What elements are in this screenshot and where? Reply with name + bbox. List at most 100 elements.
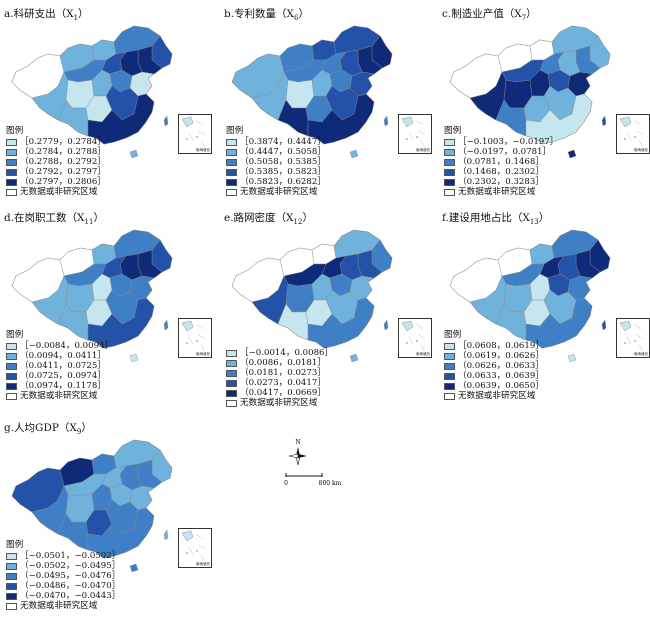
map-island — [383, 319, 389, 331]
legend-label: 无数据或非研究区域 — [458, 187, 536, 197]
legend-item: ［−0.0084，0.0094］ — [6, 341, 113, 351]
panel-title-subscript: 12 — [293, 218, 303, 227]
legend-title: 图例 — [226, 126, 244, 136]
legend-label: ［0.3874，0.4447］ — [240, 137, 326, 147]
legend-label: 无数据或非研究区域 — [20, 601, 98, 611]
panel-title-close: ） — [526, 8, 537, 20]
legend-swatch — [226, 138, 237, 146]
south-china-sea-inset: ·南海诸岛 — [178, 318, 212, 358]
legend-swatch — [6, 582, 17, 590]
map-region — [525, 297, 593, 349]
inset-label: ·南海诸岛 — [194, 352, 210, 356]
legend-label: （0.0626，0.0633］ — [458, 361, 544, 371]
legend-swatch — [6, 138, 17, 146]
legend-label: （−0.0495，−0.0476］ — [20, 571, 121, 581]
legend-label: （0.4447，0.5058］ — [240, 147, 326, 157]
panel-title-text: c.制造业产值（X — [442, 8, 522, 20]
legend-label: （0.0094，0.0411］ — [20, 351, 106, 361]
legend-swatch — [444, 352, 455, 360]
legend-item: （0.0626，0.0633］ — [444, 361, 544, 371]
legend-swatch — [444, 392, 455, 400]
legend-label: （−0.0502，−0.0495］ — [20, 561, 121, 571]
legend-label: 无数据或非研究区域 — [20, 391, 98, 401]
legend-label: （−0.0470，−0.0443］ — [20, 591, 121, 601]
legend-label: ［−0.1003，−0.0197］ — [458, 137, 559, 147]
legend-swatch — [6, 342, 17, 350]
legend-item: （0.0974，0.1178］ — [6, 381, 113, 391]
panel-title-subscript: 6 — [294, 14, 299, 23]
legend-swatch — [226, 178, 237, 186]
legend-swatch — [444, 138, 455, 146]
choropleth-map — [11, 25, 173, 159]
legend-label: （0.2784，0.2788］ — [20, 147, 106, 157]
panel-title: c.制造业产值（X7） — [442, 6, 537, 22]
legend-swatch — [444, 372, 455, 380]
legend-swatch — [226, 148, 237, 156]
panel-title-close: ） — [93, 212, 104, 224]
map-panel: b.专利数量（X6） ·南海诸岛 图例 ［0.3874，0.4447］ （0.4447，… — [222, 6, 434, 211]
panel-title-text: b.专利数量（X — [224, 8, 295, 20]
legend-label: （0.5058，0.5385］ — [240, 157, 326, 167]
legend-swatch — [6, 382, 17, 390]
legend-label: （0.1468，0.2302］ — [458, 167, 544, 177]
legend-item: （0.0619，0.0626］ — [444, 351, 544, 361]
legend-swatch — [6, 188, 17, 196]
legend-item: ［0.3874，0.4447］ — [226, 137, 326, 147]
legend-swatch — [226, 389, 237, 397]
legend-item: （0.0273，0.0417］ — [226, 378, 333, 388]
panel-title-close: ） — [78, 8, 89, 20]
legend-swatch — [444, 342, 455, 350]
legend-label: （0.5823，0.6282］ — [240, 177, 326, 187]
inset-label: ·南海诸岛 — [414, 148, 430, 152]
legend-label: （−0.0486，−0.0470］ — [20, 581, 121, 591]
legend-swatch — [6, 372, 17, 380]
legend-label: （0.0639，0.0650］ — [458, 381, 544, 391]
map-legend: 图例 ［−0.0501，−0.0502］ （−0.0502，−0.0495］ （−0.… — [6, 540, 120, 611]
legend-item: （0.2784，0.2788］ — [6, 147, 106, 157]
scale-distance-label: 800 km — [319, 480, 342, 487]
choropleth-map — [449, 25, 611, 159]
legend-swatch — [444, 362, 455, 370]
legend-swatch — [6, 572, 17, 580]
legend-label: ［−0.0084，0.0094］ — [20, 341, 114, 351]
legend-label: （0.0411，0.0725］ — [20, 361, 106, 371]
legend-swatch — [226, 379, 237, 387]
choropleth-map — [449, 229, 611, 363]
legend-item-nodata: 无数据或非研究区域 — [6, 601, 120, 611]
legend-label: 无数据或非研究区域 — [240, 187, 318, 197]
map-panel: c.制造业产值（X7） ·南海诸岛 图例 ［−0.1003，−0.0197］ （−0.0… — [440, 6, 650, 211]
legend-item-nodata: 无数据或非研究区域 — [6, 391, 113, 401]
panel-title-text: a.科研支出（X — [4, 8, 74, 20]
choropleth-map — [231, 25, 393, 159]
legend-swatch — [6, 602, 17, 610]
legend-label: ［−0.0501，−0.0502］ — [20, 551, 121, 561]
map-island — [349, 149, 359, 159]
legend-item: （0.2797，0.2806］ — [6, 177, 106, 187]
panel-title: a.科研支出（X1） — [4, 6, 89, 22]
legend-item: （0.2788，0.2792］ — [6, 157, 106, 167]
panel-title-subscript: 11 — [84, 218, 94, 227]
compass-north-label: N — [295, 439, 300, 446]
legend-item: （−0.0486，−0.0470］ — [6, 581, 120, 591]
legend-label: （0.2788，0.2792］ — [20, 157, 106, 167]
legend-item: （0.2792，0.2797］ — [6, 167, 106, 177]
legend-item: （0.2302，0.3283］ — [444, 177, 558, 187]
legend-label: ［−0.0014，0.0086］ — [240, 348, 334, 358]
legend-title: 图例 — [444, 330, 462, 340]
panel-title-subscript: 9 — [76, 428, 82, 437]
legend-swatch — [6, 168, 17, 176]
legend-title: 图例 — [6, 126, 24, 136]
legend-label: （0.0633，0.0639］ — [458, 371, 544, 381]
inset-label: ·南海诸岛 — [194, 148, 210, 152]
legend-item: ［−0.0501，−0.0502］ — [6, 551, 120, 561]
panel-title-text: g.人均GDP（X — [4, 422, 77, 434]
legend-item: （−0.0495，−0.0476］ — [6, 571, 120, 581]
legend-item: （0.0633，0.0639］ — [444, 371, 544, 381]
map-legend: 图例 ［−0.0084，0.0094］ （0.0094，0.0411］ （0.0411… — [6, 330, 113, 401]
map-island — [567, 149, 577, 159]
legend-swatch — [226, 349, 237, 357]
map-region — [525, 93, 593, 145]
legend-item: ［−0.1003，−0.0197］ — [444, 137, 558, 147]
map-island — [129, 353, 139, 363]
legend-title: 图例 — [6, 540, 24, 550]
